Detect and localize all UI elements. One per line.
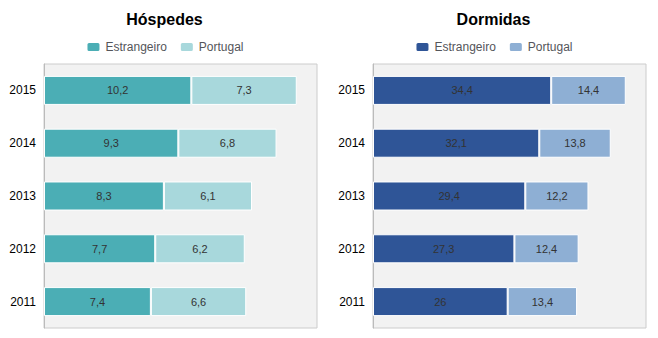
svg-text:Estrangeiro: Estrangeiro [105, 40, 167, 54]
svg-text:7,3: 7,3 [236, 84, 251, 96]
svg-text:12,2: 12,2 [546, 190, 567, 202]
svg-text:2013: 2013 [338, 189, 365, 203]
svg-text:9,3: 9,3 [104, 137, 119, 149]
svg-text:12,4: 12,4 [536, 243, 557, 255]
svg-text:7,7: 7,7 [92, 243, 107, 255]
svg-text:2014: 2014 [338, 136, 365, 150]
svg-text:6,2: 6,2 [192, 243, 207, 255]
svg-text:Hóspedes: Hóspedes [126, 11, 203, 28]
svg-text:Portugal: Portugal [528, 40, 573, 54]
svg-text:7,4: 7,4 [90, 296, 105, 308]
svg-text:13,4: 13,4 [532, 296, 553, 308]
svg-text:32,1: 32,1 [445, 137, 466, 149]
svg-text:29,4: 29,4 [438, 190, 459, 202]
svg-text:6,1: 6,1 [200, 190, 215, 202]
svg-text:13,8: 13,8 [564, 137, 585, 149]
svg-text:8,3: 8,3 [96, 190, 111, 202]
svg-text:10,2: 10,2 [107, 84, 128, 96]
svg-text:Portugal: Portugal [199, 40, 244, 54]
svg-text:2014: 2014 [9, 136, 36, 150]
svg-text:Estrangeiro: Estrangeiro [434, 40, 496, 54]
svg-text:2012: 2012 [338, 242, 365, 256]
svg-text:14,4: 14,4 [578, 84, 599, 96]
svg-text:Dormidas: Dormidas [457, 11, 531, 28]
svg-text:6,8: 6,8 [220, 137, 235, 149]
svg-text:2012: 2012 [9, 242, 36, 256]
svg-text:2011: 2011 [10, 295, 36, 309]
svg-text:26: 26 [434, 296, 446, 308]
svg-text:6,6: 6,6 [191, 296, 206, 308]
svg-text:34,4: 34,4 [451, 84, 472, 96]
svg-text:27,3: 27,3 [433, 243, 454, 255]
svg-text:2015: 2015 [338, 83, 365, 97]
svg-text:2013: 2013 [9, 189, 36, 203]
svg-text:2011: 2011 [339, 295, 365, 309]
svg-text:2015: 2015 [9, 83, 36, 97]
